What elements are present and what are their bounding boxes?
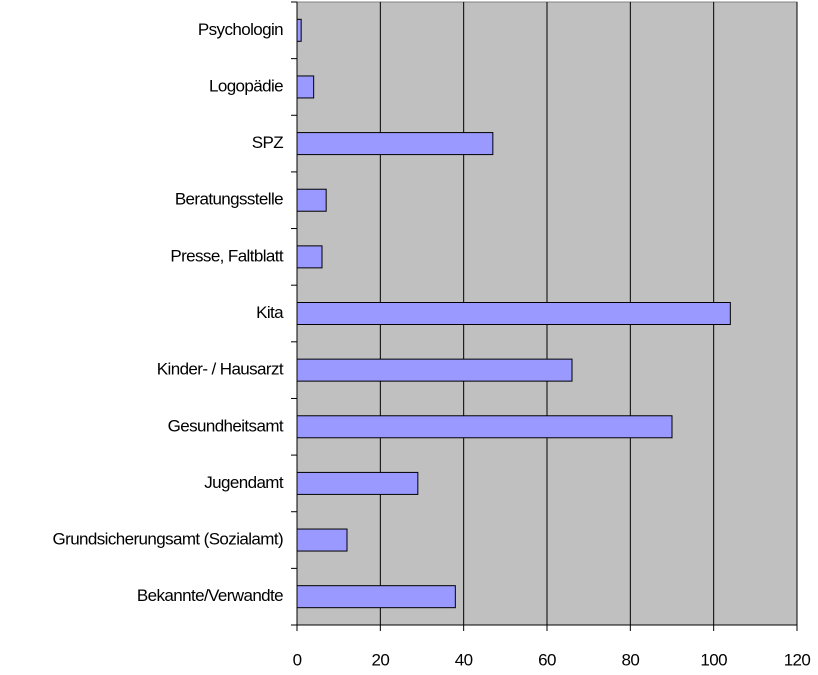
x-tick-label: 80 — [621, 650, 639, 669]
y-tick-label: SPZ — [252, 133, 283, 152]
x-tick-label: 0 — [293, 650, 302, 669]
y-tick-label: Presse, Faltblatt — [170, 246, 284, 265]
x-tick-label: 60 — [538, 650, 556, 669]
bar — [296, 358, 573, 382]
y-tick-label: Jugendamt — [204, 473, 284, 492]
x-tick-label: 120 — [784, 650, 811, 669]
y-tick-label: Gesundheitsamt — [168, 416, 284, 435]
bar — [296, 75, 315, 99]
bar — [296, 585, 456, 609]
y-tick-label: Psychologin — [198, 20, 283, 39]
bar — [296, 471, 419, 495]
bar — [296, 245, 323, 269]
y-tick-label: Kita — [256, 303, 284, 322]
y-tick-label: Bekannte/Verwandte — [137, 586, 283, 605]
bar — [296, 528, 348, 552]
y-tick-label: Beratungsstelle — [175, 190, 283, 209]
x-tick-label: 40 — [455, 650, 473, 669]
bar — [296, 302, 731, 325]
y-tick-label: Grundsicherungsamt (Sozialamt) — [53, 530, 283, 549]
bar — [296, 132, 494, 156]
y-tick-label: Kinder- / Hausarzt — [157, 360, 284, 379]
x-tick-label: 100 — [700, 650, 727, 669]
x-tick-label: 20 — [371, 650, 389, 669]
bar — [296, 18, 302, 42]
bar — [296, 415, 673, 439]
y-tick-label: Logopädie — [209, 76, 283, 95]
bar — [296, 188, 327, 212]
